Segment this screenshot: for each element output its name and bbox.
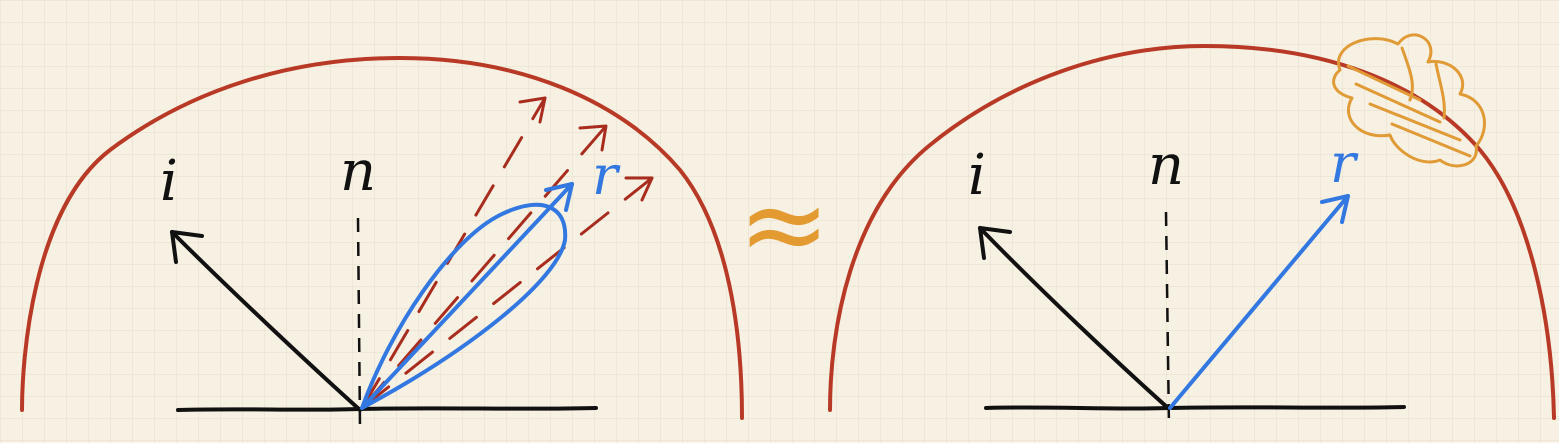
right-normal-dashed-line xyxy=(1164,211,1171,429)
left-surface-line xyxy=(176,406,598,412)
left-sample-rays xyxy=(360,96,654,410)
right-reflection-arrow xyxy=(1168,194,1350,410)
left-reflection-arrow xyxy=(360,182,574,410)
right-surface-line xyxy=(984,405,1406,411)
left-normal-dashed-line xyxy=(356,217,362,429)
right-hemisphere-arc xyxy=(828,43,1556,420)
right-incident-label: i xyxy=(968,143,986,208)
left-incident-label: i xyxy=(160,149,178,214)
right-reflection-label: r xyxy=(1330,132,1359,195)
right-incident-arrow xyxy=(978,226,1170,410)
right-diagram: i n r xyxy=(828,33,1556,429)
left-diagram: i n r xyxy=(20,55,744,429)
sample-ray xyxy=(360,124,608,410)
left-reflection-label: r xyxy=(592,144,621,207)
sample-ray xyxy=(360,176,654,410)
filtered-environment-blob xyxy=(1332,33,1486,168)
left-hemisphere-arc xyxy=(20,55,744,420)
right-normal-label: n xyxy=(1148,133,1184,198)
left-normal-label: n xyxy=(340,139,376,204)
left-incident-arrow xyxy=(170,230,362,412)
approximately-equal-symbol: ≈ xyxy=(738,160,830,288)
